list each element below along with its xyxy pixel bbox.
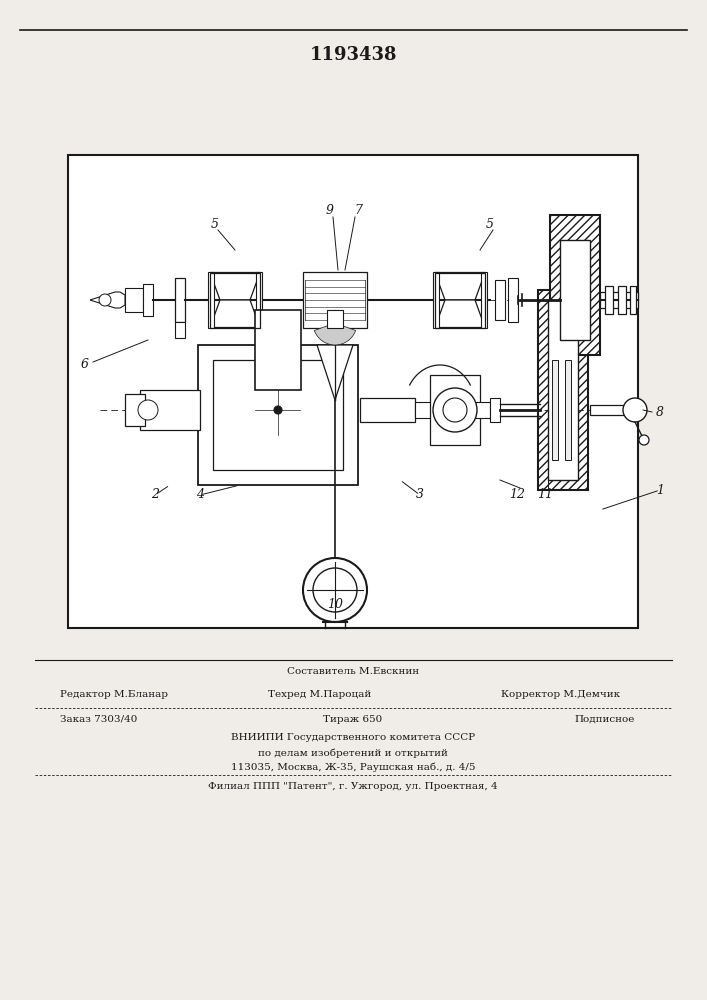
Polygon shape [315, 323, 356, 345]
Text: Редактор М.Бланар: Редактор М.Бланар [60, 690, 168, 699]
Bar [600, 292, 638, 308]
Bar [475, 402, 490, 418]
Bar [143, 284, 153, 316]
Text: 12: 12 [509, 488, 525, 502]
Bar [550, 215, 600, 355]
Circle shape [138, 400, 158, 420]
Polygon shape [317, 345, 353, 400]
Circle shape [99, 294, 111, 306]
Bar [618, 286, 626, 314]
Text: Техред М.Пароцай: Техред М.Пароцай [269, 690, 372, 699]
Polygon shape [90, 292, 125, 308]
Bar [213, 360, 343, 470]
Polygon shape [210, 272, 260, 300]
Circle shape [303, 558, 367, 622]
Bar [565, 360, 571, 460]
Bar [125, 288, 143, 312]
Bar [605, 286, 613, 314]
Polygon shape [435, 272, 485, 300]
Bar [560, 240, 590, 340]
Bar [430, 375, 480, 445]
Text: Составитель М.Евскнин: Составитель М.Евскнин [287, 667, 419, 676]
Polygon shape [435, 300, 485, 328]
Circle shape [639, 435, 649, 445]
Text: 5: 5 [486, 219, 494, 232]
Circle shape [143, 405, 153, 415]
Bar [198, 345, 358, 485]
Bar [481, 272, 487, 328]
Text: Филиал ППП "Патент", г. Ужгород, ул. Проектная, 4: Филиал ППП "Патент", г. Ужгород, ул. Про… [208, 782, 498, 791]
Text: по делам изобретений и открытий: по делам изобретений и открытий [258, 748, 448, 758]
Bar [490, 398, 500, 422]
Polygon shape [210, 300, 260, 328]
Text: Корректор М.Демчик: Корректор М.Демчик [501, 690, 620, 699]
Bar [538, 290, 588, 490]
Text: Тираж 650: Тираж 650 [323, 715, 382, 724]
Circle shape [623, 398, 647, 422]
Bar [256, 272, 262, 328]
Text: 11: 11 [537, 488, 553, 502]
Text: 113035, Москва, Ж-35, Раушская наб., д. 4/5: 113035, Москва, Ж-35, Раушская наб., д. … [230, 763, 475, 772]
Text: Заказ 7303/40: Заказ 7303/40 [60, 715, 137, 724]
Circle shape [443, 398, 467, 422]
Bar [433, 272, 439, 328]
Circle shape [313, 568, 357, 612]
Bar [508, 278, 518, 322]
Bar [590, 405, 635, 415]
Bar [548, 300, 578, 480]
Bar [435, 272, 485, 328]
Bar [255, 310, 301, 390]
Text: ВНИИПИ Государственного комитета СССР: ВНИИПИ Государственного комитета СССР [231, 733, 475, 742]
Bar [140, 390, 200, 430]
Text: 2: 2 [151, 488, 159, 502]
Text: 4: 4 [196, 488, 204, 502]
Bar [552, 360, 558, 460]
Bar [210, 272, 260, 328]
Text: 7: 7 [354, 204, 362, 217]
Bar [630, 286, 636, 314]
Bar [208, 272, 214, 328]
Bar [303, 272, 367, 328]
Bar [68, 155, 638, 628]
Bar [495, 280, 505, 320]
Circle shape [274, 406, 282, 414]
Text: 6: 6 [81, 359, 89, 371]
Text: 9: 9 [326, 204, 334, 217]
Bar [175, 322, 185, 338]
Bar [415, 402, 433, 418]
Bar [175, 278, 185, 322]
Bar [360, 398, 415, 422]
Text: 3: 3 [416, 488, 424, 502]
Text: Подписное: Подписное [575, 715, 635, 724]
Text: 8: 8 [656, 406, 664, 418]
Text: 1193438: 1193438 [309, 46, 397, 64]
Text: 5: 5 [211, 219, 219, 232]
Circle shape [433, 388, 477, 432]
Bar [125, 394, 145, 426]
Text: 10: 10 [327, 598, 343, 611]
Bar [327, 310, 343, 328]
Text: 1: 1 [656, 484, 664, 496]
